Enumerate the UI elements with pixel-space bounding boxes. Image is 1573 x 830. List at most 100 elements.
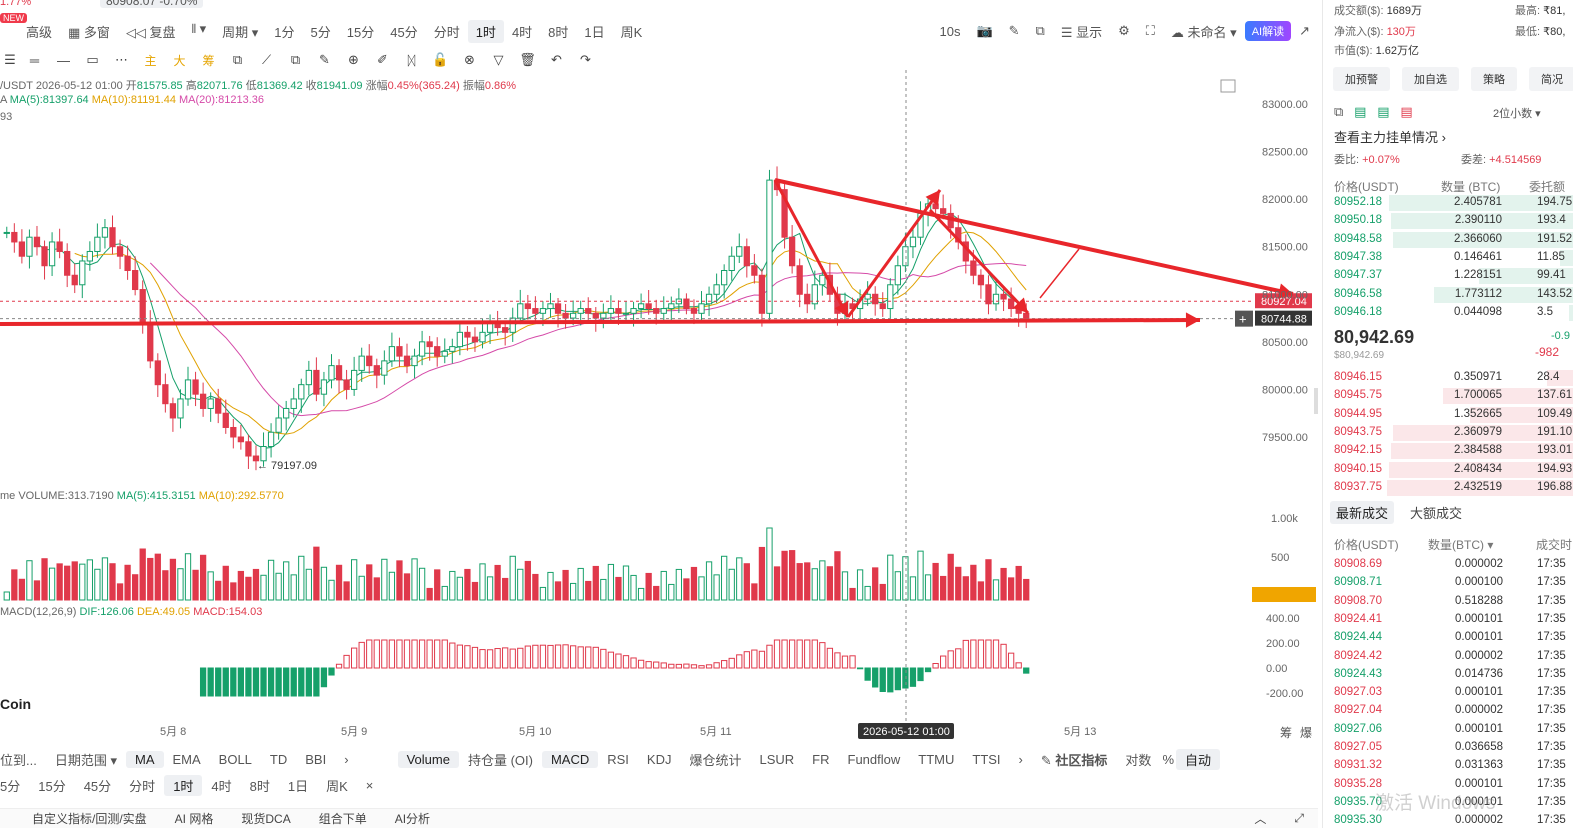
- draw-tool-icon[interactable]: —: [57, 52, 70, 68]
- draw-tool-icon[interactable]: ⟋: [261, 52, 272, 67]
- strategy-button[interactable]: 策略: [1471, 67, 1517, 91]
- sub-macd[interactable]: MACD: [541, 750, 599, 768]
- settings-icon[interactable]: ⚙: [1118, 23, 1130, 38]
- orderbook-row[interactable]: 80940.15 2.408434 194.93: [1323, 461, 1573, 479]
- support-arrow[interactable]: [0, 318, 1201, 326]
- sub-lsur[interactable]: LSUR: [759, 751, 795, 767]
- period-1m[interactable]: 1分: [274, 24, 295, 40]
- tab-combo-order[interactable]: 组合下单: [318, 812, 367, 826]
- bottom-period-8[interactable]: 周K: [326, 778, 348, 794]
- orderbook-row[interactable]: 80946.18 0.044098 3.5: [1323, 304, 1573, 322]
- main-orders-link[interactable]: 查看主力挂单情况 ›: [1334, 130, 1446, 145]
- expand-chart-icon[interactable]: [1220, 79, 1236, 93]
- draw-tool-icon[interactable]: 主: [144, 53, 157, 68]
- orderbook-row[interactable]: 80948.58 2.366060 191.52: [1323, 231, 1573, 249]
- expand-icon[interactable]: ⤢: [1294, 811, 1304, 825]
- down-arrow-1[interactable]: [773, 179, 850, 318]
- period-8h[interactable]: 8时: [548, 24, 569, 40]
- tab-spot-dca[interactable]: 现货DCA: [241, 812, 291, 826]
- draw-tool-icon[interactable]: ═: [29, 52, 40, 68]
- ai-interpret-button[interactable]: AI解读: [1244, 21, 1292, 41]
- overview-button[interactable]: 简况: [1529, 67, 1573, 91]
- add-watchlist-button[interactable]: 加自选: [1402, 67, 1459, 91]
- sub-volume[interactable]: Volume: [397, 750, 459, 768]
- collapse-icon[interactable]: ︿: [1254, 812, 1267, 826]
- period-1h[interactable]: 1时: [467, 19, 504, 43]
- draw-tool-icon[interactable]: 筹: [202, 53, 215, 68]
- chevron-right-icon-2[interactable]: ›: [1018, 751, 1023, 767]
- orderbook-row[interactable]: 80937.75 2.432519 196.88: [1323, 479, 1573, 497]
- bottom-period-2[interactable]: 45分: [83, 778, 112, 794]
- replay-button[interactable]: ◁◁ 复盘: [125, 24, 176, 40]
- draw-tool-icon[interactable]: ▭: [86, 52, 99, 67]
- tab-custom-indicator[interactable]: 自定义指标/回测/实盘: [32, 812, 147, 826]
- orderbook-row[interactable]: 80952.18 2.405781 194.75: [1323, 194, 1573, 212]
- draw-tool-icon[interactable]: ↶: [551, 52, 562, 67]
- orderbook-row[interactable]: 80943.75 2.360979 191.10: [1323, 424, 1573, 442]
- sub-ttmu[interactable]: TTMU: [918, 751, 955, 767]
- draw-tool-icon[interactable]: ↷: [580, 52, 591, 67]
- bottom-period-3[interactable]: 分时: [129, 778, 156, 794]
- draw-tool-icon[interactable]: 大: [173, 53, 186, 68]
- ind-bbi[interactable]: BBI: [305, 751, 327, 767]
- pen-icon[interactable]: ✎: [1008, 23, 1020, 38]
- bottom-period-6[interactable]: 8时: [249, 778, 270, 794]
- draw-tool-icon[interactable]: 🗑: [519, 52, 536, 67]
- draw-tool-icon[interactable]: ⊕: [348, 52, 359, 67]
- draw-tool-icon[interactable]: 🔓: [432, 52, 449, 67]
- close-icon[interactable]: ×: [365, 777, 374, 793]
- period-4h[interactable]: 4时: [511, 24, 533, 40]
- ind-boll[interactable]: BOLL: [218, 751, 252, 767]
- decimals-dropdown[interactable]: 2位小数 ▾: [1493, 108, 1541, 120]
- percent-toggle[interactable]: %: [1162, 751, 1174, 767]
- tab-ai-grid[interactable]: AI 网格: [174, 812, 214, 826]
- add-alert-button[interactable]: 加预警: [1333, 67, 1390, 91]
- period-5m[interactable]: 5分: [310, 24, 331, 40]
- tab-large-trades[interactable]: 大额成交: [1410, 506, 1463, 521]
- orderbook-view-icons[interactable]: ⧉ ▤ ▤ ▤: [1334, 104, 1413, 119]
- period-week[interactable]: 周K: [620, 24, 643, 40]
- sub-fundflow[interactable]: Fundflow: [847, 751, 901, 767]
- draw-tool-icon[interactable]: ✎: [319, 52, 330, 67]
- add-line-icon[interactable]: [1235, 310, 1253, 327]
- fullscreen-icon[interactable]: ⛶: [1145, 23, 1155, 38]
- draw-tool-icon[interactable]: ⧉: [290, 52, 301, 67]
- bottom-period-0[interactable]: 5分: [0, 778, 21, 794]
- orderbook-row[interactable]: 80946.15 0.350971 28.4: [1323, 369, 1573, 387]
- draw-tool-icon[interactable]: ᛞ: [407, 52, 416, 68]
- advanced-button[interactable]: 高级: [26, 24, 53, 40]
- orderbook-row[interactable]: 80947.38 0.146461 11.85: [1323, 249, 1573, 267]
- resistance-arrow[interactable]: [774, 178, 1294, 296]
- ind-ema[interactable]: EMA: [172, 751, 201, 767]
- orderbook-row[interactable]: 80942.15 2.384588 193.01: [1323, 442, 1573, 460]
- orderbook-row[interactable]: 80947.37 1.228151 99.41: [1323, 267, 1573, 285]
- chip-toggle[interactable]: 筹: [1280, 726, 1292, 740]
- auto-scale-toggle[interactable]: 自动: [1176, 748, 1221, 770]
- panel-collapse-handle[interactable]: [1314, 388, 1318, 414]
- up-arrow[interactable]: [846, 189, 942, 318]
- draw-tool-icon[interactable]: ⊗: [464, 52, 475, 67]
- period-dropdown[interactable]: 周期 ▾: [222, 24, 259, 40]
- log-scale-toggle[interactable]: 对数: [1125, 752, 1152, 768]
- date-range-dropdown[interactable]: 日期范围 ▾: [54, 752, 117, 768]
- bottom-period-1[interactable]: 15分: [38, 778, 66, 794]
- kline-chart[interactable]: 80927.04 + 80744.88 ← 79197.09 83000.00 8250…: [0, 70, 1318, 746]
- ind-ma[interactable]: MA: [126, 750, 164, 768]
- draw-tool-icon[interactable]: ▽: [493, 52, 504, 67]
- multi-window-button[interactable]: ▦ 多窗: [68, 24, 110, 40]
- layout-icon[interactable]: ⧉: [1035, 23, 1045, 38]
- projection-line[interactable]: [1039, 248, 1080, 299]
- sub-rsi[interactable]: RSI: [607, 751, 629, 767]
- bottom-period-5[interactable]: 4时: [211, 778, 232, 794]
- community-indicators[interactable]: ✎ 社区指标: [1040, 752, 1108, 768]
- bottom-period-4[interactable]: 1时: [164, 774, 203, 796]
- sub-oi[interactable]: 持仓量 (OI): [467, 752, 533, 768]
- period-45m[interactable]: 45分: [390, 24, 418, 40]
- layout-name-dropdown[interactable]: ☁ 未命名 ▾: [1170, 24, 1237, 40]
- sub-kdj[interactable]: KDJ: [646, 751, 672, 767]
- display-button[interactable]: ☰ 显示: [1060, 24, 1103, 40]
- sub-fr[interactable]: FR: [812, 751, 830, 767]
- chevron-right-icon[interactable]: ›: [344, 751, 349, 767]
- locate-button[interactable]: 位到...: [0, 752, 37, 768]
- draw-tool-icon[interactable]: ☰: [4, 52, 16, 67]
